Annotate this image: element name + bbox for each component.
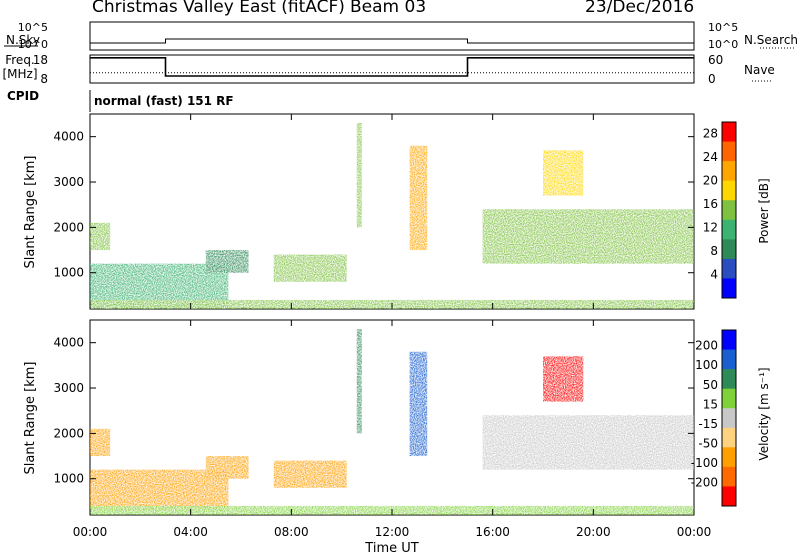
scatter-patch <box>409 145 428 251</box>
scatter-patch <box>90 222 111 251</box>
power-y-label: Slant Range [km] <box>23 156 38 269</box>
colorbar-swatch <box>722 200 736 221</box>
colorbar-swatch <box>722 258 736 279</box>
nsearch-label: N.Search <box>744 33 798 47</box>
scatter-patch <box>356 123 362 228</box>
colorbar-tick-label: 15 <box>703 397 718 411</box>
colorbar-swatch <box>722 180 736 201</box>
colorbar-swatch <box>722 427 736 448</box>
y-tick-label: 4000 <box>53 336 84 350</box>
beam-label: Beam 03 <box>350 0 427 17</box>
scatter-patch <box>90 428 111 457</box>
nave-tick-bottom: 0 <box>708 72 716 86</box>
cpid-value: normal (fast) 151 RF <box>94 94 234 108</box>
cpid-label: CPID <box>7 89 39 103</box>
scatter-patch <box>273 254 347 282</box>
x-tick-label: 12:00 <box>375 525 410 539</box>
colorbar-tick-label: 8 <box>710 244 718 258</box>
x-tick-label: 16:00 <box>475 525 510 539</box>
freq-unit: [MHz] <box>2 67 37 81</box>
colorbar-swatch <box>722 486 736 507</box>
x-tick-label: 08:00 <box>274 525 309 539</box>
colorbar-tick-label: 12 <box>703 221 718 235</box>
colorbar-swatch <box>722 408 736 429</box>
colorbar-swatch <box>722 447 736 468</box>
colorbar-tick-label: 50 <box>703 378 718 392</box>
scatter-patch <box>205 250 249 273</box>
colorbar-tick-label: 200 <box>695 339 718 353</box>
scatter-patch <box>90 469 229 511</box>
colorbar-tick-label: 16 <box>703 197 718 211</box>
freq-tick-top: 18 <box>33 53 48 67</box>
time-x-axis: 00:00 04:00 08:00 12:00 16:00 20:00 00:00 <box>73 114 712 539</box>
x-tick-label: 00:00 <box>73 525 108 539</box>
power-colorbar: 4 8 12 16 20 24 28 <box>703 121 737 299</box>
colorbar-swatch <box>722 278 736 299</box>
nave-label: Nave <box>744 63 775 77</box>
y-tick-label: 1000 <box>53 266 84 280</box>
colorbar-swatch <box>722 161 736 182</box>
scatter-patch <box>205 456 249 479</box>
velocity-colorbar-label: Velocity [m s⁻¹] <box>757 367 771 460</box>
colorbar-swatch <box>722 239 736 260</box>
colorbar-tick-label: 4 <box>710 268 718 282</box>
time-x-label: Time UT <box>364 541 418 554</box>
nsky-tick-top: 10^5 <box>18 21 48 34</box>
station-title: Christmas Valley East (fitACF) <box>92 0 345 17</box>
colorbar-tick-label: 28 <box>703 127 718 141</box>
scatter-patch <box>273 460 347 488</box>
colorbar-tick-label: 24 <box>703 150 718 164</box>
y-tick-label: 2000 <box>53 426 84 440</box>
colorbar-tick-label: -15 <box>698 417 718 431</box>
freq-panel: Freq. [MHz] 18 8 60 0 Nave <box>2 53 774 86</box>
scatter-patch <box>409 351 428 457</box>
power-panel: 1000 2000 3000 4000 Slant Range [km] <box>23 113 695 310</box>
colorbar-swatch <box>722 141 736 162</box>
x-tick-label: 20:00 <box>576 525 611 539</box>
y-tick-label: 1000 <box>53 472 84 486</box>
velocity-y-axis: 1000 2000 3000 4000 <box>53 336 694 486</box>
nsearch-tick-bottom: 10^0 <box>708 38 738 51</box>
scatter-patch <box>482 209 694 264</box>
y-tick-label: 3000 <box>53 381 84 395</box>
nsearch-tick-top: 10^5 <box>708 21 738 34</box>
velocity-y-label: Slant Range [km] <box>23 362 38 475</box>
nave-tick-top: 60 <box>708 53 723 67</box>
x-tick-label: 04:00 <box>173 525 208 539</box>
scatter-patch <box>482 415 694 470</box>
colorbar-tick-label: -100 <box>691 456 718 470</box>
power-y-axis: 1000 2000 3000 4000 <box>53 130 694 280</box>
colorbar-tick-label: 20 <box>703 174 718 188</box>
scatter-patch <box>543 150 584 196</box>
colorbar-tick-label: -50 <box>698 436 718 450</box>
y-tick-label: 2000 <box>53 220 84 234</box>
noise-panel: N.Sky 10^5 10^0 10^5 10^0 N.Search <box>4 21 798 51</box>
scatter-patch <box>356 329 362 434</box>
colorbar-tick-label: 100 <box>695 358 718 372</box>
freq-series-line <box>90 57 694 77</box>
scatter-patch <box>543 356 584 402</box>
colorbar-swatch <box>722 466 736 487</box>
colorbar-tick-label: -200 <box>691 476 718 490</box>
velocity-data-layer <box>90 329 694 515</box>
date-label: 23/Dec/2016 <box>585 0 695 17</box>
colorbar-swatch <box>722 369 736 390</box>
colorbar-swatch <box>722 349 736 370</box>
y-tick-label: 3000 <box>53 175 84 189</box>
colorbar-swatch <box>722 388 736 409</box>
freq-label: Freq. <box>5 53 35 67</box>
velocity-colorbar: 200 100 50 15 -15 -50 -100 -200 <box>691 329 737 507</box>
x-tick-label: 00:00 <box>677 525 712 539</box>
colorbar-swatch <box>722 219 736 240</box>
colorbar-swatch <box>722 122 736 143</box>
y-tick-label: 4000 <box>53 130 84 144</box>
velocity-panel: 1000 2000 3000 4000 Slant Range [km] <box>23 319 695 516</box>
colorbar-swatch <box>722 330 736 351</box>
nsky-series-line <box>90 38 694 44</box>
freq-tick-bottom: 8 <box>40 72 48 86</box>
power-colorbar-label: Power [dB] <box>757 178 771 243</box>
nsky-tick-bottom: 10^0 <box>18 38 48 51</box>
nsky-label: N.Sky <box>6 33 40 47</box>
